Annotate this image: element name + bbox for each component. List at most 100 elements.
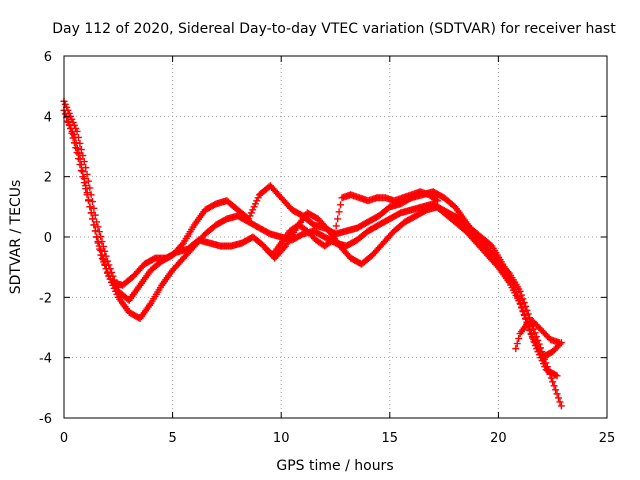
data-point bbox=[328, 237, 336, 245]
data-point bbox=[515, 296, 523, 304]
y-tick-label: 6 bbox=[44, 50, 52, 65]
data-point bbox=[79, 152, 87, 160]
data-point bbox=[553, 390, 561, 398]
data-point bbox=[522, 302, 530, 310]
axis-ticks: 0 5 10 15 20 25 -6 -4 -2 0 2 4 6 bbox=[39, 50, 615, 446]
data-point bbox=[335, 208, 343, 216]
data-point bbox=[550, 382, 558, 390]
data-point bbox=[522, 315, 530, 323]
data-point bbox=[76, 155, 84, 163]
y-axis-label: SDTVAR / TECUs bbox=[8, 180, 24, 295]
y-tick-label: -2 bbox=[39, 291, 52, 306]
data-point bbox=[89, 215, 97, 223]
data-point bbox=[553, 372, 561, 380]
x-tick-label: 10 bbox=[273, 431, 290, 446]
data-point bbox=[83, 170, 91, 178]
data-point bbox=[90, 204, 98, 212]
x-axis-label: GPS time / hours bbox=[276, 458, 393, 474]
data-point bbox=[552, 386, 560, 394]
x-tick-label: 5 bbox=[168, 431, 176, 446]
x-tick-label: 15 bbox=[382, 431, 399, 446]
data-point bbox=[514, 293, 522, 301]
data-point bbox=[71, 133, 79, 141]
data-point bbox=[178, 241, 186, 249]
data-marks bbox=[60, 97, 565, 410]
data-point bbox=[520, 299, 528, 307]
y-tick-label: 2 bbox=[44, 171, 52, 186]
data-point bbox=[557, 402, 565, 410]
data-point bbox=[101, 261, 109, 269]
chart-title: Day 112 of 2020, Sidereal Day-to-day VTE… bbox=[52, 21, 616, 37]
data-point bbox=[102, 265, 110, 273]
y-tick-label: 4 bbox=[44, 110, 52, 125]
data-point bbox=[106, 275, 114, 283]
data-point bbox=[85, 196, 93, 204]
data-point bbox=[91, 211, 99, 219]
data-point bbox=[95, 228, 103, 236]
data-point bbox=[529, 334, 537, 342]
x-tick-label: 20 bbox=[490, 431, 507, 446]
data-point bbox=[337, 201, 345, 209]
data-point bbox=[105, 271, 113, 279]
data-point bbox=[527, 330, 535, 338]
data-point bbox=[332, 222, 340, 230]
x-tick-label: 0 bbox=[60, 431, 68, 446]
data-point bbox=[510, 281, 518, 289]
y-tick-label: -6 bbox=[39, 412, 52, 427]
data-point bbox=[94, 239, 102, 247]
x-tick-label: 25 bbox=[599, 431, 616, 446]
data-point bbox=[86, 184, 94, 192]
data-point bbox=[100, 258, 108, 266]
data-point bbox=[555, 339, 563, 347]
data-point bbox=[530, 325, 538, 333]
data-point bbox=[512, 345, 520, 353]
data-point bbox=[77, 167, 85, 175]
data-point bbox=[93, 233, 101, 241]
data-point bbox=[331, 229, 339, 237]
data-point bbox=[97, 251, 105, 259]
data-point bbox=[552, 371, 560, 379]
data-point bbox=[334, 215, 342, 223]
data-point bbox=[526, 327, 534, 335]
data-point bbox=[83, 189, 91, 197]
data-point bbox=[87, 209, 95, 217]
data-point bbox=[531, 329, 539, 337]
data-point bbox=[91, 227, 99, 235]
data-point bbox=[518, 304, 526, 312]
data-point bbox=[556, 398, 564, 406]
data-point bbox=[554, 394, 562, 402]
series-track-e bbox=[512, 317, 563, 353]
data-point bbox=[86, 203, 94, 211]
data-point bbox=[96, 245, 104, 253]
series-track-c bbox=[64, 118, 561, 380]
data-point bbox=[89, 198, 97, 206]
data-point bbox=[515, 335, 523, 343]
data-point bbox=[524, 310, 532, 318]
data-point bbox=[80, 175, 88, 183]
data-point bbox=[98, 254, 106, 262]
y-tick-label: -4 bbox=[39, 352, 52, 367]
data-point bbox=[523, 306, 531, 314]
data-point bbox=[90, 221, 98, 229]
data-point bbox=[432, 196, 440, 204]
data-point bbox=[280, 244, 288, 252]
data-point bbox=[519, 308, 527, 316]
data-point bbox=[512, 289, 520, 297]
data-point bbox=[72, 139, 80, 147]
data-point bbox=[84, 177, 92, 185]
data-point bbox=[519, 295, 527, 303]
series-track-d bbox=[262, 188, 442, 259]
data-point bbox=[101, 247, 109, 255]
data-point bbox=[549, 378, 557, 386]
data-point bbox=[94, 223, 102, 231]
data-point bbox=[530, 338, 538, 346]
data-point bbox=[520, 311, 528, 319]
data-point bbox=[329, 236, 337, 244]
data-point bbox=[516, 287, 524, 295]
data-point bbox=[79, 168, 87, 176]
data-point bbox=[104, 268, 112, 276]
data-point bbox=[77, 146, 85, 154]
data-point bbox=[77, 161, 85, 169]
data-point bbox=[513, 340, 521, 348]
